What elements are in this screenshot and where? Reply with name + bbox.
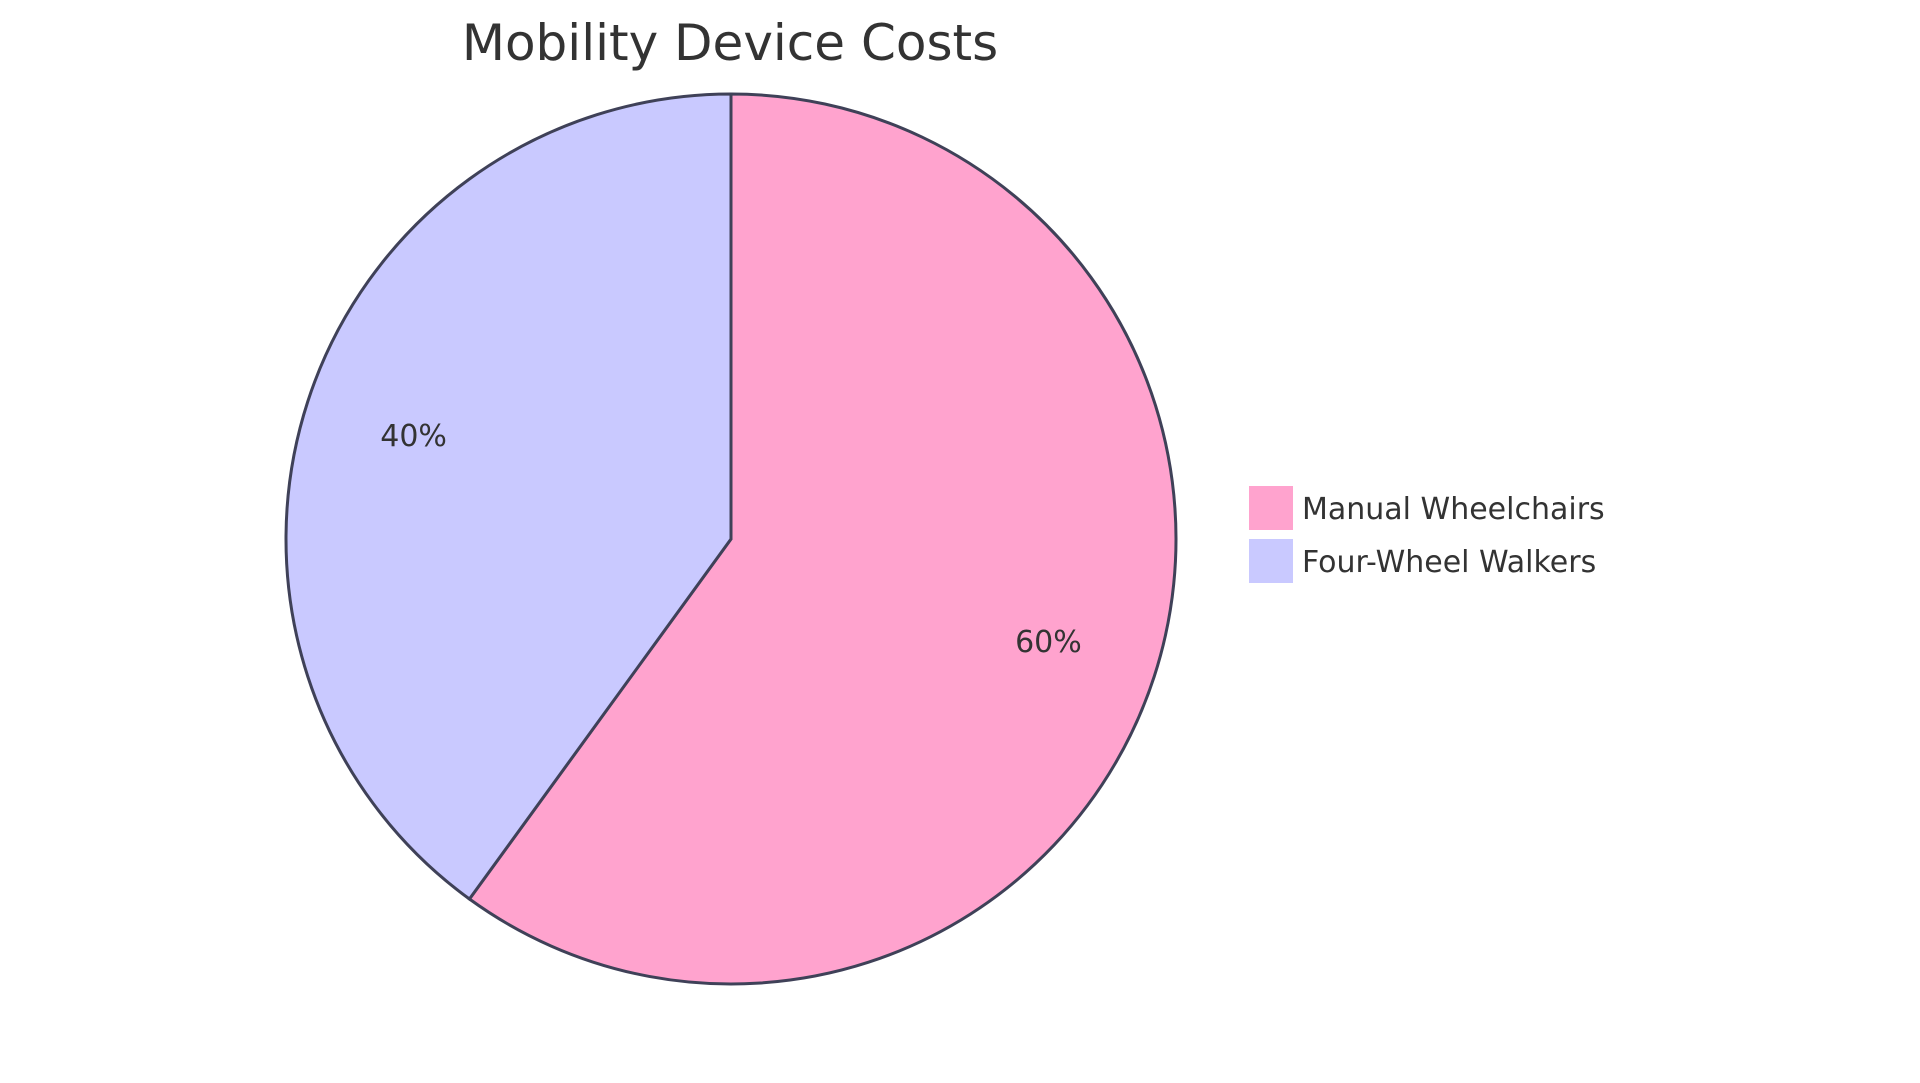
chart-title: Mobility Device Costs bbox=[462, 14, 998, 72]
pie-slice-manual-wheelchairs bbox=[467, 92, 1178, 986]
legend-label: Four-Wheel Walkers bbox=[1302, 545, 1596, 580]
slice-label: 40% bbox=[380, 419, 447, 454]
legend-swatch bbox=[1249, 539, 1293, 583]
slice-label: 60% bbox=[1015, 625, 1082, 660]
pie-slice-four-wheel-walkers bbox=[284, 92, 733, 902]
legend-swatch bbox=[1249, 486, 1293, 530]
legend-label: Manual Wheelchairs bbox=[1302, 492, 1605, 527]
